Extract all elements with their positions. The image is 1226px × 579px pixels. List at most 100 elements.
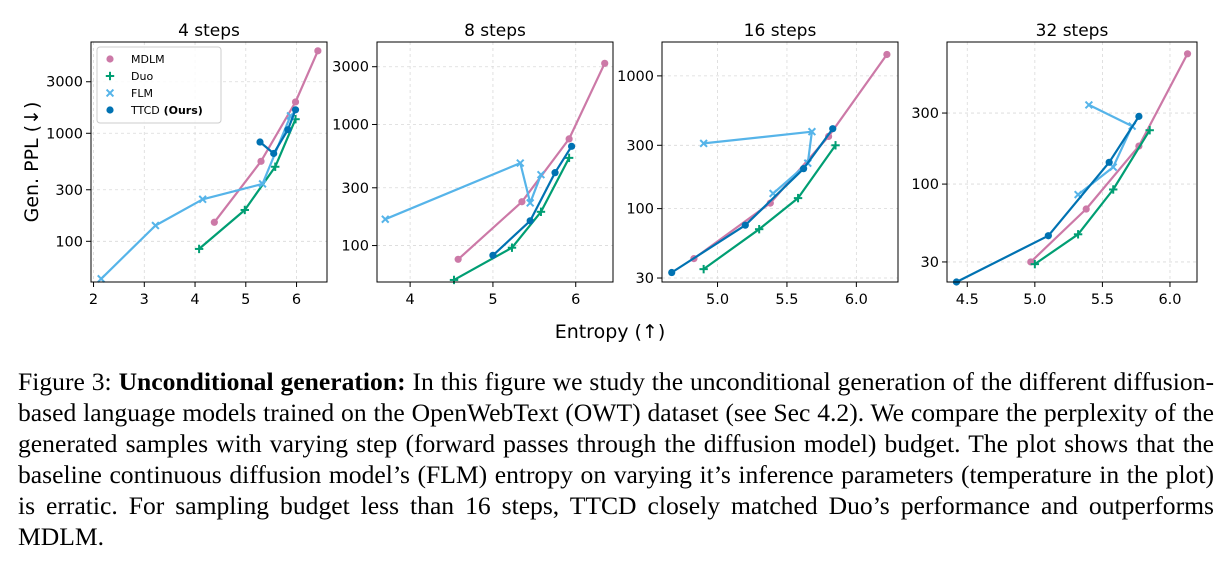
x-tick-label: 5	[488, 292, 497, 308]
data-point	[699, 264, 708, 274]
axes-frame	[376, 41, 614, 283]
y-tick-label: 30	[636, 271, 654, 287]
grid	[91, 42, 327, 282]
x-tick-label: 5.0	[1023, 292, 1046, 308]
data-point	[97, 274, 106, 283]
legend-marker-duo	[105, 71, 115, 81]
series-line	[457, 62, 606, 261]
data-point	[699, 139, 708, 148]
legend: MDLM Duo FLM TTCD (Ours)	[96, 46, 222, 124]
caption-text: In this figure we study the unconditiona…	[18, 367, 1214, 551]
data-point	[1183, 50, 1192, 58]
legend-label-flm: FLM	[131, 87, 153, 100]
x-tick-label: 2	[89, 292, 98, 308]
data-point	[567, 142, 576, 150]
y-tick-label: 300	[55, 183, 83, 199]
x-axis-label: Entropy (↑)	[555, 321, 666, 343]
x-tick-label: 6	[292, 292, 301, 308]
subplot-title: 8 steps	[464, 21, 526, 41]
legend-marker-ttcd	[106, 106, 114, 114]
series-duo	[194, 115, 300, 254]
data-point	[536, 170, 546, 179]
x-tick-label: 3	[140, 292, 149, 308]
data-point	[565, 135, 573, 143]
x-tick-label: 5.0	[706, 292, 729, 308]
data-point	[1084, 100, 1093, 110]
x-tick-label: 4.5	[956, 292, 979, 308]
data-point	[793, 193, 803, 203]
series-ttcd	[952, 112, 1143, 286]
y-tick-label: 100	[911, 177, 939, 193]
x-tick-label: 6.0	[845, 292, 868, 308]
y-tick-label: 1000	[617, 69, 654, 85]
data-point	[257, 157, 265, 165]
series-flm	[381, 158, 546, 224]
legend-label-ttcd: TTCD (Ours)	[130, 104, 203, 117]
series-line	[956, 115, 1140, 283]
subplot-title: 16 steps	[744, 21, 817, 41]
y-axis-label: Gen. PPL (↓)	[21, 102, 43, 223]
legend-marker-flm	[105, 88, 115, 98]
x-tick-label: 4	[406, 292, 415, 308]
series-line	[703, 130, 814, 195]
data-point	[601, 59, 609, 67]
data-point	[314, 47, 322, 55]
data-point	[1145, 126, 1154, 135]
y-tick-label: 100	[626, 202, 654, 218]
data-point	[800, 165, 808, 173]
series-line	[198, 118, 297, 250]
legend-label-duo: Duo	[131, 70, 153, 83]
series-flm	[97, 111, 295, 283]
series-line	[1034, 129, 1151, 266]
series-ttcd	[489, 142, 576, 259]
series-mdlm	[690, 50, 891, 263]
data-point	[1135, 112, 1143, 120]
series-duo	[699, 141, 840, 274]
y-tick-label: 3000	[46, 75, 83, 91]
data-point	[564, 153, 574, 163]
data-point	[551, 169, 559, 177]
x-tick-label: 4	[190, 292, 199, 308]
series-mdlm	[210, 47, 322, 226]
series-line	[492, 145, 573, 257]
grid	[662, 42, 898, 282]
data-point	[291, 98, 300, 106]
data-point	[536, 207, 546, 217]
x-tick-label: 6	[571, 292, 580, 308]
data-point	[1105, 158, 1113, 166]
data-point	[526, 198, 535, 208]
series-line	[453, 157, 571, 281]
data-point	[741, 221, 749, 229]
axes-frame	[661, 41, 899, 283]
series-line	[1077, 103, 1134, 196]
series-line	[1030, 53, 1189, 263]
data-point	[194, 244, 204, 254]
y-tick-label: 100	[341, 239, 369, 255]
data-point	[449, 275, 459, 285]
data-point	[668, 268, 676, 277]
data-point	[381, 215, 390, 224]
data-point	[271, 162, 280, 171]
data-point	[489, 251, 497, 259]
x-tick-label: 5.5	[1091, 292, 1114, 308]
y-tick-label: 300	[341, 181, 369, 197]
grid	[947, 42, 1197, 282]
subplot-1: 2 3 4 5 6 100 300 1000 3000 4 steps MDLM Duo FLM TTCD…	[46, 21, 328, 308]
subplot-2: 4 5 6 100 300 1000 3000 8 steps	[332, 21, 614, 308]
y-tick-label: 1000	[46, 126, 83, 142]
y-tick-label: 30	[921, 255, 939, 271]
data-point	[1044, 232, 1052, 240]
data-point	[270, 149, 278, 158]
y-tick-label: 1000	[332, 117, 369, 133]
data-point	[507, 243, 517, 252]
data-point	[291, 106, 300, 114]
x-tick-label: 5	[241, 292, 250, 308]
data-point	[1030, 259, 1040, 269]
data-point	[829, 125, 837, 133]
data-point	[240, 205, 249, 215]
series-line	[384, 162, 543, 221]
figure-caption: Figure 3: Unconditional generation: In t…	[18, 366, 1214, 552]
subplot-title: 4 steps	[178, 21, 240, 41]
data-point	[518, 198, 526, 206]
data-point	[516, 158, 525, 168]
